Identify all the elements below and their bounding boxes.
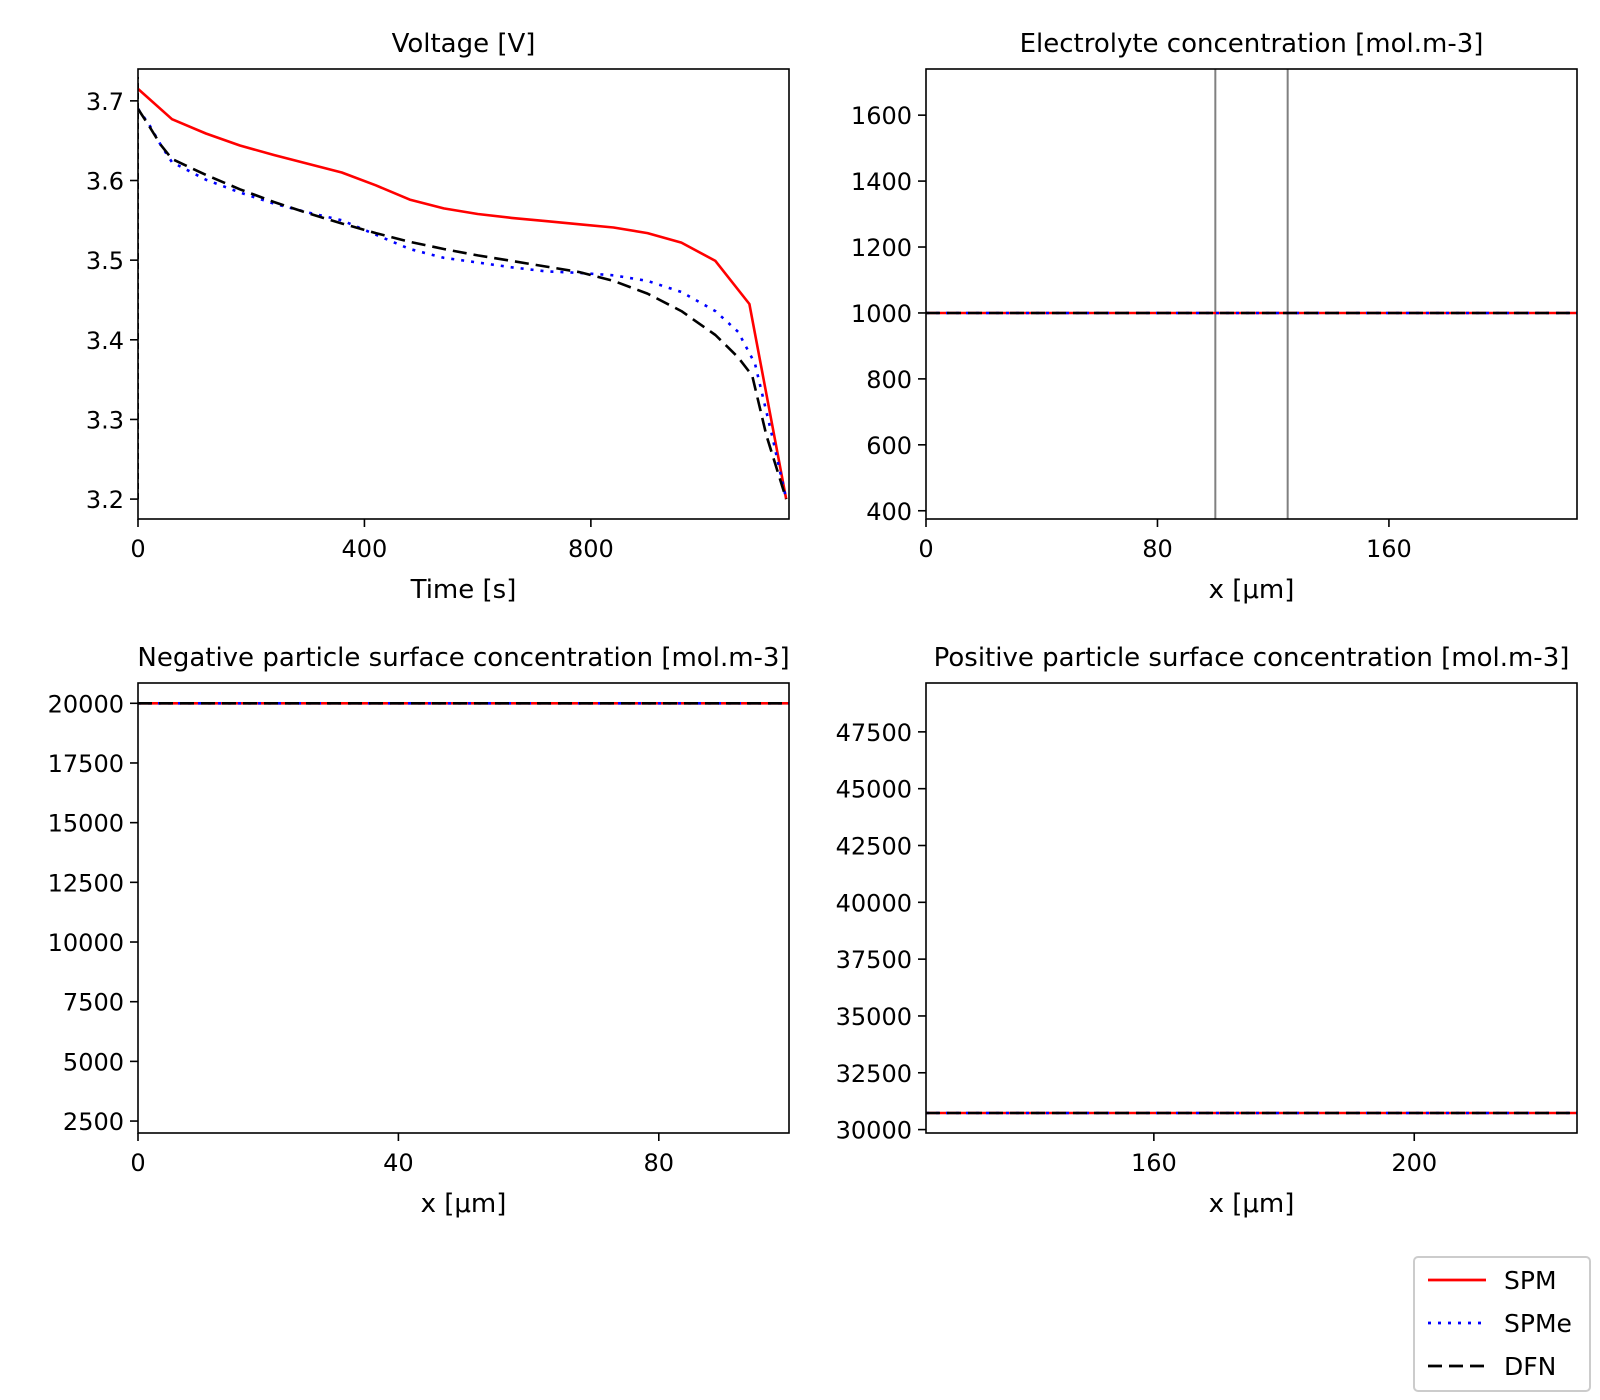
x-tick-label: 80 — [644, 1149, 675, 1177]
x-axis-label-electrolyte: x [μm] — [1209, 575, 1295, 605]
y-tick-label: 3.5 — [86, 247, 124, 275]
axes-frame-negative-particle — [137, 682, 790, 1134]
y-tick-label: 3.6 — [86, 168, 124, 196]
x-tick-label: 400 — [342, 535, 388, 563]
plot-area-voltage — [138, 76, 788, 500]
series-dfn-voltage — [138, 108, 788, 500]
y-tick-label: 800 — [866, 366, 912, 394]
y-tick-label: 37500 — [836, 946, 912, 974]
legend-label-dfn: DFN — [1504, 1352, 1556, 1381]
y-tick-label: 1600 — [851, 102, 912, 130]
legend: SPM SPMe DFN — [1413, 1256, 1591, 1392]
x-tick-label: 80 — [1142, 535, 1173, 563]
legend-frame — [1413, 1256, 1591, 1392]
y-tick-label: 17500 — [48, 750, 124, 778]
y-tick-label: 600 — [866, 432, 912, 460]
y-tick-label: 30000 — [836, 1117, 912, 1145]
y-tick-label: 40000 — [836, 889, 912, 917]
y-tick-label: 7500 — [63, 989, 124, 1017]
y-tick-label: 1200 — [851, 234, 912, 262]
x-tick-label: 0 — [918, 535, 933, 563]
axes-frame-voltage — [137, 68, 790, 520]
y-tick-label: 400 — [866, 498, 912, 526]
axes-frame-electrolyte — [925, 68, 1578, 520]
chart-title-voltage: Voltage [V] — [392, 29, 536, 59]
x-tick-label: 160 — [1366, 535, 1412, 563]
y-tick-label: 2500 — [63, 1108, 124, 1136]
x-tick-label: 40 — [383, 1149, 414, 1177]
y-tick-label: 47500 — [836, 719, 912, 747]
x-axis-label-positive-particle: x [μm] — [1209, 1189, 1295, 1219]
y-tick-label: 1400 — [851, 168, 912, 196]
chart-title-electrolyte: Electrolyte concentration [mol.m-3] — [1020, 29, 1484, 59]
y-tick-label: 15000 — [48, 810, 124, 838]
y-tick-label: 35000 — [836, 1003, 912, 1031]
x-tick-label: 0 — [130, 1149, 145, 1177]
y-tick-label: 32500 — [836, 1060, 912, 1088]
y-tick-label: 3.2 — [86, 486, 124, 514]
chart-positive-particle: Positive particle surface concentration … — [836, 643, 1578, 1219]
axes-frame-positive-particle — [925, 682, 1578, 1134]
y-tick-label: 3.4 — [86, 327, 124, 355]
y-tick-label: 3.3 — [86, 406, 124, 434]
legend-label-spme: SPMe — [1504, 1309, 1572, 1338]
y-tick-label: 45000 — [836, 776, 912, 804]
series-spme-voltage — [138, 108, 788, 500]
y-tick-label: 42500 — [836, 833, 912, 861]
x-tick-label: 160 — [1131, 1149, 1177, 1177]
chart-electrolyte: Electrolyte concentration [mol.m-3] 0 80 16… — [851, 29, 1578, 605]
y-tick-label: 5000 — [63, 1048, 124, 1076]
x-axis-label-voltage: Time [s] — [410, 575, 517, 605]
legend-label-spm: SPM — [1504, 1266, 1557, 1295]
y-tick-label: 1000 — [851, 300, 912, 328]
chart-voltage: Voltage [V] 0 400 800 3.2 3.3 3.4 3.5 3.6 3.7 Time… — [86, 29, 790, 605]
x-tick-label: 0 — [130, 535, 145, 563]
x-tick-label: 200 — [1391, 1149, 1437, 1177]
y-tick-label: 12500 — [48, 869, 124, 897]
y-tick-label: 10000 — [48, 929, 124, 957]
chart-title-positive-particle: Positive particle surface concentration … — [934, 643, 1570, 673]
y-tick-label: 3.7 — [86, 88, 124, 116]
series-spm-voltage — [138, 87, 788, 500]
chart-title-negative-particle: Negative particle surface concentration … — [137, 643, 789, 673]
x-tick-label: 800 — [568, 535, 614, 563]
plot-area-electrolyte — [926, 69, 1577, 519]
x-axis-label-negative-particle: x [μm] — [421, 1189, 507, 1219]
y-tick-label: 20000 — [48, 690, 124, 718]
chart-negative-particle: Negative particle surface concentration … — [48, 643, 790, 1219]
